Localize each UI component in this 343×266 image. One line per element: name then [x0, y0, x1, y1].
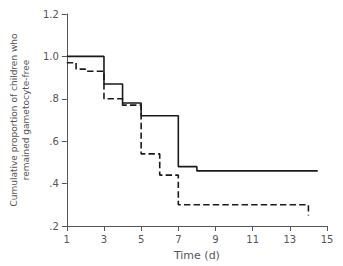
svg-text:.2: .2 [49, 221, 59, 232]
svg-text:1.0: 1.0 [43, 51, 59, 62]
svg-text:1: 1 [64, 234, 70, 245]
svg-text:Time (d): Time (d) [173, 249, 220, 262]
svg-text:Cumulative proportion of child: Cumulative proportion of children who [9, 33, 19, 207]
svg-text:3: 3 [101, 234, 107, 245]
svg-text:.4: .4 [49, 178, 59, 189]
svg-text:1.2: 1.2 [43, 9, 59, 20]
svg-text:remained gametocyte-free: remained gametocyte-free [21, 59, 31, 180]
svg-text:.8: .8 [49, 93, 59, 104]
svg-text:7: 7 [175, 234, 181, 245]
svg-text:5: 5 [138, 234, 144, 245]
svg-text:9: 9 [212, 234, 218, 245]
svg-text:.6: .6 [49, 136, 59, 147]
svg-text:11: 11 [246, 234, 259, 245]
svg-text:13: 13 [283, 234, 296, 245]
svg-text:15: 15 [321, 234, 334, 245]
